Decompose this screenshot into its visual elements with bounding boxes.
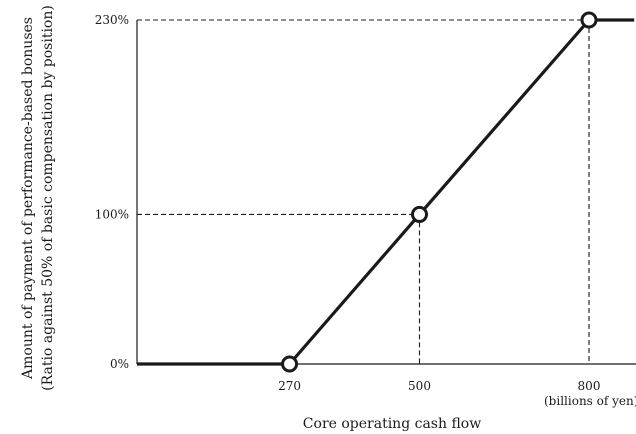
- guide-lines: [137, 19, 590, 364]
- x-axis-unit: (billions of yen): [544, 394, 636, 408]
- series-layer: [137, 18, 635, 366]
- x-tick-label: 800: [578, 379, 601, 393]
- data-point-800: [580, 11, 598, 29]
- x-tick-label: 500: [408, 379, 431, 393]
- x-axis-title: Core operating cash flow: [303, 416, 481, 432]
- y-tick-label: 0%: [110, 357, 129, 371]
- y-tick-labels: 0% 100% 230%: [95, 13, 129, 371]
- data-point-270: [281, 355, 299, 373]
- y-axis-title-line2: (Ratio against 50% of basic compensation…: [40, 5, 56, 391]
- marker-layer: [281, 11, 598, 373]
- y-tick-label: 100%: [95, 207, 129, 221]
- x-tick-label: 270: [278, 379, 301, 393]
- plot-frame: [136, 20, 636, 365]
- x-tick-labels: 270 500 800: [278, 379, 600, 393]
- series-line-0: [137, 18, 635, 366]
- y-tick-label: 230%: [95, 13, 129, 27]
- y-axis-title-line1: Amount of payment of performance-based b…: [20, 17, 36, 380]
- data-point-500: [411, 205, 428, 223]
